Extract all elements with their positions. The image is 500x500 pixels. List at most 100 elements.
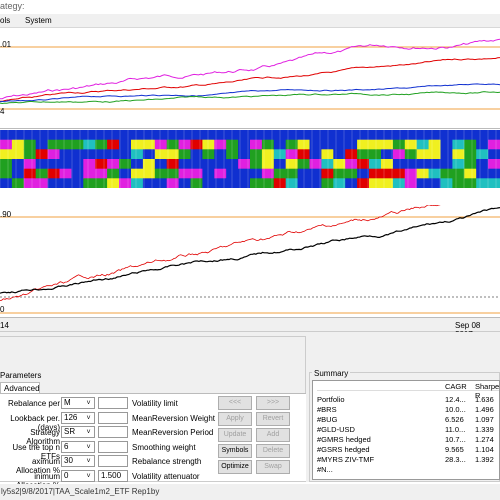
summary-col-cagr[interactable]: CAGR — [445, 382, 467, 391]
heatmap-cell — [142, 168, 156, 179]
heatmap-cell — [488, 139, 500, 150]
heatmap-cell — [83, 149, 96, 160]
red-series-line — [0, 57, 500, 102]
summary-header-row: CAGR Sharpe R — [317, 382, 499, 400]
red-drawdown-series-line — [0, 205, 441, 301]
heatmap-cell — [369, 168, 382, 179]
heatmap-cell — [154, 168, 168, 179]
heatmap-cell — [476, 149, 489, 160]
heatmap-cell — [202, 149, 215, 160]
summary-row[interactable]: #GSRS hedged 9.565 1.104 — [317, 445, 499, 454]
heatmap-cell — [416, 159, 430, 170]
menu-tools[interactable]: ols — [0, 16, 11, 25]
heatmap-cell — [47, 149, 60, 160]
heatmap-cell — [357, 149, 370, 160]
heatmap-cell — [381, 139, 394, 150]
heatmap-cell — [154, 159, 168, 170]
prev-button[interactable]: <<< — [218, 396, 252, 410]
heatmap-cell — [345, 149, 358, 160]
param-combo[interactable]: 0 ˅ — [61, 469, 95, 482]
heatmap-cell — [452, 149, 465, 160]
heatmap-cell — [0, 178, 13, 188]
heatmap-cell — [214, 178, 227, 188]
param-combo[interactable]: 6 ˅ — [61, 440, 95, 453]
heatmap-cell — [71, 149, 84, 160]
update-button[interactable]: Update — [218, 428, 252, 442]
heatmap-cell — [428, 149, 441, 160]
param-extra-field[interactable] — [98, 440, 128, 453]
apply-button[interactable]: Apply — [218, 412, 252, 426]
chevron-down-icon[interactable]: ˅ — [86, 458, 91, 465]
summary-row[interactable]: #N... — [317, 465, 499, 474]
chevron-down-icon[interactable]: ˅ — [86, 429, 91, 436]
date-left-label: 14 — [0, 321, 9, 330]
heatmap-cell — [333, 139, 346, 150]
param-extra-field[interactable] — [98, 397, 128, 409]
summary-row[interactable]: #GLD-USD 11.0... 1.339 — [317, 425, 499, 434]
summary-cagr-cell: 10.7... — [445, 435, 466, 444]
summary-row[interactable]: Portfolio 12.4... 1.636 — [317, 395, 499, 404]
heatmap-cell — [440, 159, 453, 170]
chevron-down-icon[interactable]: ˅ — [86, 414, 91, 422]
param-extra-field[interactable] — [98, 426, 128, 438]
menu-system[interactable]: System — [25, 16, 52, 25]
heatmap-cell — [23, 149, 37, 160]
heatmap-cell — [476, 130, 489, 141]
summary-row[interactable]: #BUG 6.526 1.097 — [317, 415, 499, 424]
heatmap-cell — [83, 139, 96, 150]
heatmap-cell — [345, 139, 358, 150]
summary-col-sharpe[interactable]: Sharpe R — [475, 382, 500, 400]
param-extra-field[interactable] — [98, 455, 128, 467]
param-combo[interactable]: 126 ˅ — [61, 411, 95, 424]
heatmap-cell — [392, 168, 406, 179]
heatmap-cell — [47, 159, 60, 170]
summary-list[interactable]: CAGR Sharpe R Portfolio 12.4... 1.636 #BRS 1… — [312, 380, 500, 480]
heatmap-cell — [428, 130, 441, 141]
heatmap-cell — [59, 149, 72, 160]
param-combo[interactable]: SR ˅ — [61, 426, 95, 438]
heatmap-cell — [95, 139, 108, 150]
heatmap-cell — [178, 149, 191, 160]
window-title: ategy: — [0, 1, 25, 11]
param-extra-field[interactable]: 1.500 — [98, 469, 128, 482]
delete-button[interactable]: Delete — [256, 444, 290, 458]
magenta-series-line — [0, 38, 500, 100]
heatmap-cell — [154, 178, 168, 188]
add-button[interactable]: Add — [256, 428, 290, 442]
symbols-button[interactable]: Symbols — [218, 444, 252, 458]
black-portfolio-series-line — [0, 207, 500, 294]
summary-sharpe-cell: 1.097 — [475, 415, 494, 424]
heatmap-cell — [11, 139, 25, 150]
heatmap-cell — [226, 139, 239, 150]
chevron-down-icon[interactable]: ˅ — [86, 400, 91, 407]
summary-sharpe-cell: 1.636 — [475, 395, 494, 404]
swap-button[interactable]: Swap — [256, 460, 290, 474]
revert-button[interactable]: Revert — [256, 412, 290, 426]
heatmap-cell — [416, 130, 430, 141]
heatmap-cell — [238, 130, 251, 141]
param-description: Smoothing weight — [132, 442, 196, 452]
param-combo[interactable]: 30 ˅ — [61, 455, 95, 467]
next-button[interactable]: >>> — [256, 396, 290, 410]
chevron-down-icon[interactable]: ˅ — [86, 472, 91, 480]
heatmap-cell — [404, 130, 418, 141]
optimize-button[interactable]: Optimize — [218, 460, 252, 474]
summary-row[interactable]: #MYRS ZIV-TMF 28.3... 1.392 — [317, 455, 499, 464]
tab-advanced[interactable]: Advanced — [0, 382, 40, 393]
param-description: Rebalance strength — [132, 457, 202, 466]
heatmap-cell — [488, 149, 500, 160]
heatmap-cell — [47, 168, 60, 179]
param-combo[interactable]: M ˅ — [61, 397, 95, 409]
heatmap-cell — [381, 178, 394, 188]
summary-row[interactable]: #BRS 10.0... 1.496 — [317, 405, 499, 414]
heatmap-cell — [59, 139, 72, 150]
heatmap-cell — [476, 139, 489, 150]
summary-sharpe-cell: 1.496 — [475, 405, 494, 414]
param-extra-field[interactable] — [98, 411, 128, 424]
summary-sharpe-cell: 1.104 — [475, 445, 494, 454]
heatmap-cell — [309, 130, 322, 141]
heatmap-cell — [95, 168, 108, 179]
heatmap-cell — [226, 168, 239, 179]
chevron-down-icon[interactable]: ˅ — [86, 443, 91, 451]
summary-row[interactable]: #GMRS hedged 10.7... 1.274 — [317, 435, 499, 444]
